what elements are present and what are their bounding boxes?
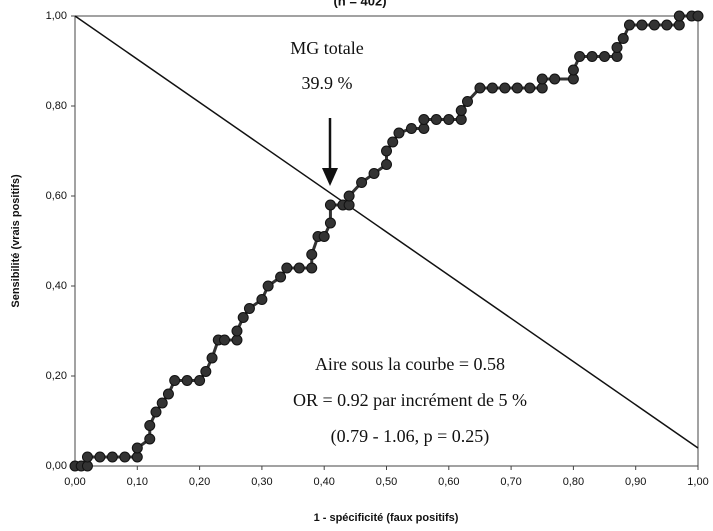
roc-point <box>381 145 392 157</box>
roc-point <box>324 199 336 211</box>
roc-point <box>219 334 231 346</box>
roc-point <box>611 42 623 53</box>
x-axis-label: 1 - spécificité (faux positifs) <box>314 512 459 524</box>
roc-point <box>474 82 486 94</box>
roc-point <box>169 375 181 386</box>
roc-point <box>293 262 305 274</box>
roc-point <box>443 114 455 125</box>
y-tick-label: 1,00 <box>46 10 67 22</box>
roc-point <box>324 217 336 229</box>
x-tick-label: 0,10 <box>127 476 148 488</box>
x-tick-label: 1,00 <box>687 476 708 488</box>
roc-point <box>617 33 629 44</box>
roc-point <box>237 312 249 323</box>
x-tick-label: 0,90 <box>625 476 646 488</box>
y-tick-label: 0,20 <box>46 370 67 382</box>
roc-point <box>368 168 380 179</box>
roc-point <box>94 451 106 463</box>
roc-point <box>574 51 586 62</box>
reference-line <box>74 15 699 449</box>
roc-point <box>162 388 174 400</box>
roc-point <box>275 271 287 283</box>
roc-point <box>486 82 498 94</box>
roc-point <box>243 303 255 314</box>
y-tick-label: 0,60 <box>46 190 67 202</box>
roc-point <box>673 10 685 22</box>
roc-point <box>194 375 206 386</box>
roc-point <box>524 82 536 94</box>
arrow-head <box>322 168 338 186</box>
roc-point <box>119 451 131 463</box>
roc-point <box>499 82 511 94</box>
roc-point <box>536 73 548 85</box>
roc-point <box>661 19 673 31</box>
x-tick-label: 0,30 <box>251 476 272 488</box>
roc-point <box>387 136 399 148</box>
x-tick-label: 0,20 <box>189 476 210 488</box>
roc-point <box>156 397 168 409</box>
roc-point <box>150 406 162 418</box>
roc-point <box>200 366 212 377</box>
roc-point <box>511 82 523 94</box>
x-tick-label: 0,00 <box>64 476 85 488</box>
roc-point <box>430 114 442 125</box>
annotation: OR = 0.92 par incrément de 5 % <box>293 390 527 410</box>
roc-point <box>381 159 392 170</box>
roc-point <box>461 96 473 107</box>
roc-point <box>81 451 93 463</box>
roc-point <box>692 10 704 22</box>
y-tick-label: 0,40 <box>46 280 67 292</box>
roc-point <box>418 114 430 125</box>
roc-point <box>131 442 143 454</box>
roc-point <box>306 249 318 260</box>
roc-point <box>144 420 156 431</box>
annotation: MG totale <box>290 38 364 58</box>
y-axis-label: Sensibilité (vrais positifs) <box>10 174 22 308</box>
roc-point <box>144 433 156 445</box>
annotation: (0.79 - 1.06, p = 0.25) <box>331 426 490 447</box>
y-tick-label: 0,80 <box>46 100 67 112</box>
roc-point <box>256 294 268 305</box>
roc-point <box>586 51 598 62</box>
x-tick-label: 0,40 <box>313 476 334 488</box>
roc-point <box>599 51 611 62</box>
roc-point <box>181 375 193 386</box>
roc-point <box>231 325 243 337</box>
roc-point <box>262 280 274 292</box>
roc-point <box>356 177 368 188</box>
x-tick-label: 0,60 <box>438 476 459 488</box>
roc-point <box>648 19 660 31</box>
roc-point <box>567 64 579 76</box>
roc-point <box>106 451 118 463</box>
x-tick-label: 0,80 <box>563 476 584 488</box>
annotation: Aire sous la courbe = 0.58 <box>315 354 505 374</box>
roc-point <box>206 352 218 364</box>
roc-point <box>623 19 635 31</box>
roc-point <box>281 262 293 274</box>
roc-point <box>549 73 561 85</box>
roc-point <box>318 231 330 242</box>
y-tick-label: 0,00 <box>46 460 67 472</box>
chart-title: (n = 402) <box>333 0 386 8</box>
roc-point <box>405 123 417 134</box>
roc-point <box>636 19 648 31</box>
annotation: 39.9 % <box>302 73 353 93</box>
x-tick-label: 0,50 <box>376 476 397 488</box>
roc-point <box>306 262 318 274</box>
x-tick-label: 0,70 <box>500 476 521 488</box>
roc-point <box>393 127 405 139</box>
roc-point <box>455 105 467 116</box>
roc-point <box>343 190 355 202</box>
